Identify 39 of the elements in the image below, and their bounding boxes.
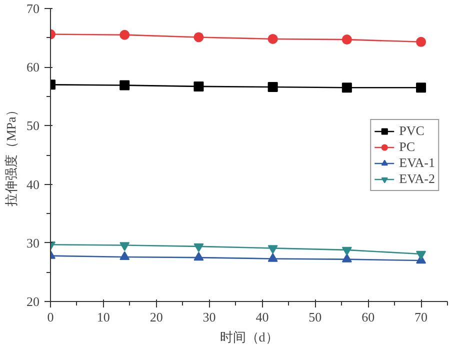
point <box>342 82 352 93</box>
point <box>120 242 130 251</box>
point <box>120 251 130 260</box>
point <box>342 246 352 256</box>
point <box>194 252 204 261</box>
x-tick-label: 70 <box>414 310 428 324</box>
point <box>120 30 130 40</box>
point <box>194 243 204 252</box>
legend-label: PVC <box>399 122 424 138</box>
legend-label: PC <box>399 138 416 154</box>
x-tick-label: 30 <box>202 310 216 324</box>
point <box>416 250 426 260</box>
x-tick-label: 10 <box>96 310 110 324</box>
point <box>194 81 204 92</box>
point <box>268 253 278 262</box>
y-axis-title: 拉伸强度（MPa） <box>4 104 18 206</box>
point <box>342 34 352 45</box>
point <box>268 245 278 254</box>
legend-label: EVA-1 <box>399 154 435 170</box>
point <box>342 254 352 262</box>
point <box>268 82 278 92</box>
point <box>194 32 204 42</box>
y-tick-label: 50 <box>26 118 40 134</box>
y-tick-label: 20 <box>26 294 40 309</box>
x-tick-label: 60 <box>362 310 375 324</box>
x-tick-label: 40 <box>256 310 269 324</box>
x-tick-label: 0 <box>47 310 54 324</box>
y-tick-label: 70 <box>26 1 40 16</box>
x-tick-label: 50 <box>308 310 322 324</box>
y-tick-label: 40 <box>26 176 40 192</box>
point <box>416 82 426 93</box>
point <box>268 34 278 44</box>
x-tick-label: 20 <box>150 310 163 324</box>
y-tick-label: 30 <box>26 235 40 250</box>
legend-label: EVA-2 <box>399 170 435 186</box>
point <box>120 80 130 90</box>
y-tick-label: 60 <box>26 60 40 75</box>
point <box>416 36 426 47</box>
x-axis-title: 时间（d） <box>220 330 278 344</box>
